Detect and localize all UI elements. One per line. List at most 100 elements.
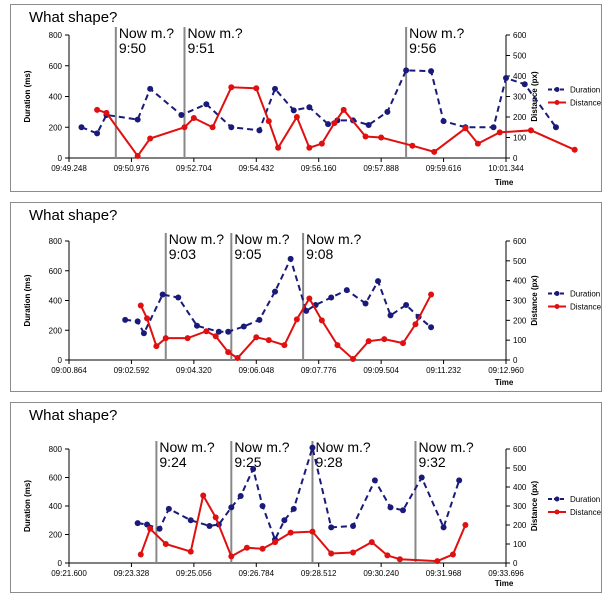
data-point-distance [253,85,260,92]
legend-label: Duration [570,290,600,299]
data-point-duration [281,517,288,524]
marker-label: Now m.? [418,439,473,455]
chart-title: What shape? [29,207,118,224]
data-point-distance [462,125,469,132]
data-point-duration [343,287,350,294]
legend-marker-duration [554,87,560,92]
data-point-duration [350,522,357,529]
data-point-duration [206,522,213,529]
data-point-duration [228,504,235,511]
y-tick-label: 400 [49,93,63,102]
data-point-duration [428,68,435,75]
data-point-duration [147,85,154,92]
legend-marker-distance [554,509,560,515]
x-tick-label: 09:00.864 [51,366,87,375]
y2-tick-label: 500 [513,257,527,266]
data-point-distance [306,144,313,151]
data-point-duration [287,255,294,262]
marker-label: Now m.? [187,25,242,41]
data-point-duration [371,477,378,484]
x-tick-label: 09:57.888 [363,164,399,173]
x-tick-label: 09:06.048 [238,366,274,375]
data-point-distance [318,140,325,147]
chart-panel-2: What shape? 0 200 400 600 800 0 100 200 300 400 50… [10,202,602,392]
data-point-distance [527,127,534,134]
marker-time: 9:28 [315,454,342,470]
data-point-distance [287,529,294,536]
data-point-distance [253,334,260,341]
data-point-duration [290,107,297,114]
x-tick-label: 09:49.248 [51,164,87,173]
y2-tick-label: 100 [513,134,527,143]
data-point-duration [156,525,163,532]
y-tick-label: 600 [49,474,63,483]
data-point-distance [350,549,357,556]
data-point-distance [153,343,160,350]
data-point-duration [215,328,222,335]
y-axis-title: Duration (ms) [23,70,32,122]
series-line-duration [81,69,557,135]
chart-title: What shape? [29,9,118,26]
x-tick-label: 09:56.160 [301,164,337,173]
x-axis-title: Time [495,378,514,387]
y-tick-label: 200 [49,123,63,132]
data-point-distance [293,114,300,120]
data-point-duration [159,291,166,298]
data-point-distance [212,514,219,521]
y2-tick-label: 400 [513,72,527,81]
marker-time: 9:51 [187,40,214,56]
data-point-distance [309,528,316,535]
data-point-duration [440,524,447,531]
data-point-distance [428,291,435,298]
data-point-distance [334,342,341,349]
data-point-distance [259,545,266,552]
marker-time: 9:24 [159,454,186,470]
x-tick-label: 10:01.344 [488,164,524,173]
y2-tick-label: 200 [513,113,527,122]
x-tick-label: 09:09.504 [363,366,399,375]
data-point-duration [237,493,244,500]
x-tick-label: 09:31.968 [426,569,462,578]
series-line-duration [137,443,461,543]
chart-3: 0 200 400 600 800 0 100 200 300 400 500 600 09:21.60… [23,439,601,588]
data-point-duration [272,288,279,295]
data-point-distance [228,553,235,560]
data-point-distance [147,525,154,532]
y2-tick-label: 400 [513,277,527,286]
data-point-distance [281,342,288,349]
data-point-duration [325,121,332,128]
y2-tick-label: 600 [513,445,527,454]
y2-tick-label: 200 [513,521,527,530]
y2-tick-label: 300 [513,297,527,306]
data-point-duration [399,507,406,514]
x-tick-label: 09:59.616 [426,164,462,173]
marker-label: Now m.? [234,231,289,247]
data-point-distance [147,135,154,142]
y-tick-label: 800 [49,31,63,40]
data-point-distance [409,142,416,149]
data-point-duration [328,524,335,531]
chart-title: What shape? [29,407,118,424]
data-point-distance [449,551,456,558]
y2-tick-label: 200 [513,316,527,325]
data-point-distance [200,492,207,499]
data-point-distance [137,551,144,558]
y2-tick-label: 400 [513,483,527,492]
data-point-duration [290,505,297,512]
marker-time: 9:05 [234,246,261,262]
marker-label: Now m.? [409,25,464,41]
y2-axis-title: Distance (px) [530,481,539,532]
y-tick-label: 400 [49,297,63,306]
data-point-distance [187,548,194,555]
data-point-duration [387,504,394,511]
legend-label: Distance [570,303,601,312]
series-line-distance [139,294,432,361]
y-tick-label: 0 [58,356,63,365]
y2-tick-label: 500 [513,52,527,61]
x-tick-label: 09:21.600 [51,569,87,578]
y2-tick-label: 300 [513,93,527,102]
data-point-distance [434,558,441,565]
data-point-duration [303,307,310,314]
data-point-distance [272,539,279,546]
x-tick-label: 09:30.240 [363,569,399,578]
